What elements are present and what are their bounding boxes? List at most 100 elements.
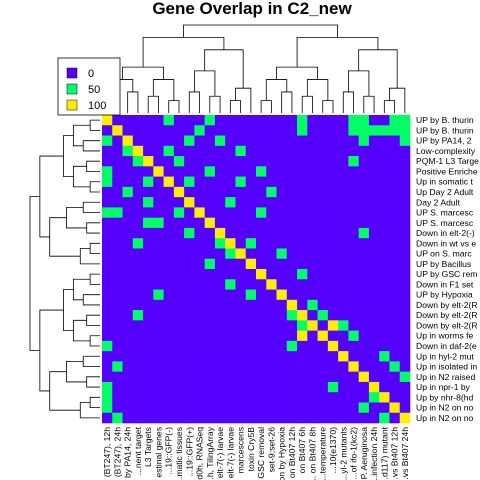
heatmap-cell xyxy=(368,361,380,372)
heatmap-cell xyxy=(368,371,380,383)
heatmap-cell xyxy=(327,258,339,270)
row-label: PQM-1 L3 Targe xyxy=(416,156,479,166)
heatmap-cell xyxy=(338,166,349,177)
heatmap-cell xyxy=(184,371,195,383)
heatmap-cell xyxy=(389,330,401,342)
row-label: UP by Hypoxia xyxy=(416,290,473,300)
heatmap-cell xyxy=(327,351,339,362)
heatmap-cell xyxy=(286,115,298,126)
heatmap-cell xyxy=(245,351,257,362)
heatmap-cell xyxy=(214,310,226,321)
heatmap-cell xyxy=(317,115,329,126)
heatmap-cell xyxy=(245,197,257,208)
heatmap-cell xyxy=(143,371,154,383)
heatmap-cell xyxy=(307,115,318,126)
heatmap-cell xyxy=(245,310,257,321)
heatmap-cell xyxy=(286,279,298,290)
row-label: UP by B. thurin xyxy=(416,115,474,125)
heatmap-cell xyxy=(338,330,349,342)
heatmap-cell xyxy=(276,320,288,331)
heatmap-cell xyxy=(143,227,154,239)
heatmap-cell xyxy=(256,145,267,157)
heatmap-cell xyxy=(235,371,247,383)
dendrogram-branch xyxy=(82,140,100,152)
heatmap-cell xyxy=(235,310,247,321)
heatmap-cell xyxy=(307,166,318,177)
heatmap-cell xyxy=(214,381,226,393)
heatmap-cell xyxy=(214,227,226,239)
heatmap-cell xyxy=(225,361,236,372)
heatmap-cell xyxy=(132,115,144,126)
heatmap-cell xyxy=(358,310,370,321)
heatmap-cell xyxy=(286,310,298,321)
heatmap-cell xyxy=(348,197,359,208)
heatmap-cell xyxy=(194,340,205,352)
heatmap-cell xyxy=(368,176,380,188)
heatmap-cell xyxy=(184,166,195,177)
heatmap-cell xyxy=(266,340,277,352)
heatmap-cell xyxy=(286,351,298,362)
heatmap-cell xyxy=(399,289,411,301)
heatmap-cell xyxy=(348,115,359,126)
heatmap-cell xyxy=(317,248,329,260)
heatmap-cell xyxy=(368,289,380,301)
heatmap-cell xyxy=(132,145,144,157)
heatmap-cell xyxy=(338,145,349,157)
heatmap-cell xyxy=(225,166,236,177)
heatmap-cell xyxy=(256,279,267,290)
heatmap-cell xyxy=(256,186,267,198)
heatmap-cell xyxy=(102,340,113,352)
heatmap-cell xyxy=(286,186,298,198)
heatmap-cell xyxy=(256,227,267,239)
heatmap-cell xyxy=(184,279,195,290)
heatmap-cell xyxy=(358,392,370,403)
heatmap-cell xyxy=(276,361,288,372)
heatmap-cell xyxy=(327,381,339,393)
heatmap-cell xyxy=(358,371,370,383)
heatmap-cell xyxy=(379,402,390,414)
heatmap-cell xyxy=(204,412,216,424)
heatmap-cell xyxy=(153,402,164,414)
heatmap-cell xyxy=(266,156,277,167)
heatmap-cell xyxy=(338,156,349,167)
heatmap-cell xyxy=(245,299,257,311)
heatmap-cell xyxy=(276,351,288,362)
heatmap-cell xyxy=(245,166,257,177)
heatmap-cell xyxy=(122,351,134,362)
heatmap-cell xyxy=(307,299,318,311)
heatmap-cell xyxy=(173,392,185,403)
heatmap-cell xyxy=(225,351,236,362)
heatmap-cell xyxy=(276,402,288,414)
heatmap-cell xyxy=(368,351,380,362)
heatmap-cell xyxy=(173,217,185,229)
heatmap-cell xyxy=(286,289,298,301)
heatmap-cell xyxy=(245,289,257,301)
dendrogram-branch xyxy=(72,319,91,342)
heatmap-cell xyxy=(399,176,411,188)
heatmap-cell xyxy=(235,412,247,424)
heatmap-cell xyxy=(348,269,359,280)
heatmap-cell xyxy=(256,115,267,126)
heatmap-cell xyxy=(256,125,267,136)
heatmap-cell xyxy=(317,145,329,157)
heatmap-cell xyxy=(317,320,329,331)
heatmap-cell xyxy=(245,402,257,414)
heatmap-cell xyxy=(286,217,298,229)
heatmap-cell xyxy=(389,176,401,188)
heatmap-cell xyxy=(338,402,349,414)
heatmap-cell xyxy=(368,310,380,321)
heatmap-cell xyxy=(399,125,411,136)
heatmap-cell xyxy=(389,207,401,218)
heatmap-cell xyxy=(214,156,226,167)
heatmap-cell xyxy=(214,135,226,147)
heatmap-cell xyxy=(297,248,308,260)
heatmap-cell xyxy=(348,392,359,403)
heatmap-cell xyxy=(317,381,329,393)
heatmap-cell xyxy=(327,125,339,136)
heatmap-cell xyxy=(379,186,390,198)
column-label: ...19::GFP(+) xyxy=(184,427,194,477)
heatmap-cell xyxy=(266,330,277,342)
heatmap-cell xyxy=(245,115,257,126)
heatmap-cell xyxy=(214,217,226,229)
heatmap-cell xyxy=(389,361,401,372)
